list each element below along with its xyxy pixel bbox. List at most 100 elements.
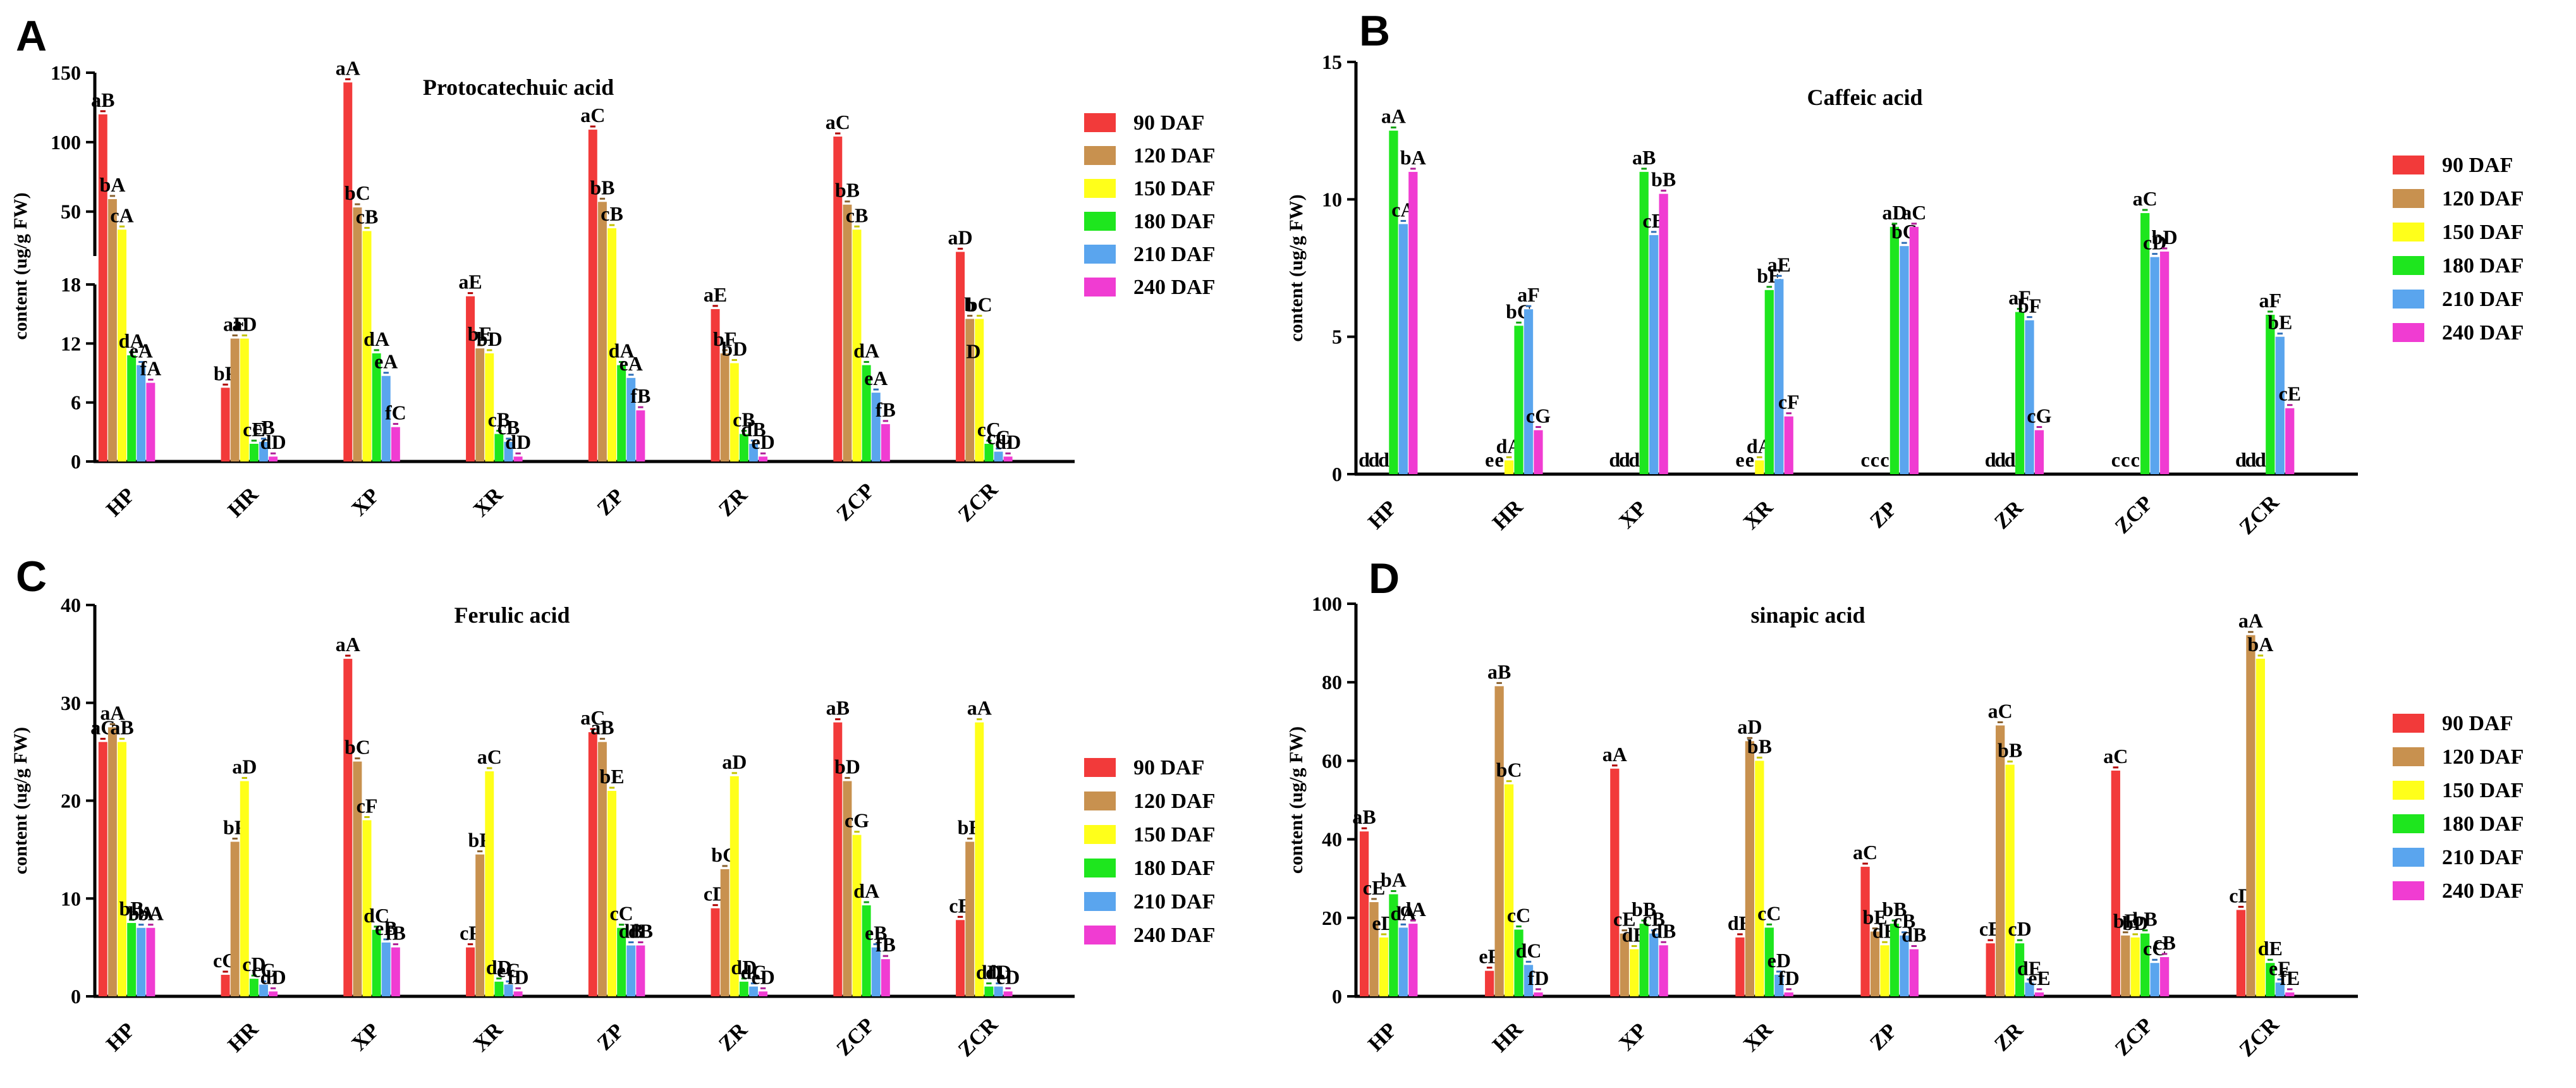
significance-label: aE <box>223 313 247 336</box>
legend-label: 240 DAF <box>1133 276 1215 299</box>
significance-label: aC <box>580 706 605 729</box>
significance-label: bD <box>721 337 747 360</box>
significance-label: bE <box>2113 910 2138 932</box>
x-tick-label: HR <box>1488 495 1528 535</box>
significance-label: bB <box>590 176 614 199</box>
bar <box>1784 992 1793 996</box>
significance-label: cB <box>488 408 511 431</box>
y-tick-label: 40 <box>61 594 81 616</box>
significance-label: dA <box>609 339 635 362</box>
bar <box>1900 935 1909 996</box>
significance-label: aD <box>1737 715 1762 738</box>
bar <box>391 427 400 461</box>
legend-label: 240 DAF <box>1133 924 1215 947</box>
significance-label: c <box>2131 448 2140 471</box>
bar <box>485 353 494 461</box>
significance-label: bE <box>468 322 492 345</box>
bar <box>2236 910 2246 996</box>
bar <box>1735 937 1745 996</box>
y-tick-label: 30 <box>61 692 81 714</box>
legend-swatch <box>1084 212 1116 231</box>
bar <box>843 204 852 461</box>
bar <box>636 945 645 996</box>
significance-label: cB <box>846 204 869 226</box>
x-tick-label: XR <box>1739 496 1778 534</box>
significance-label: cG <box>1526 404 1551 427</box>
significance-label: fB <box>630 384 650 407</box>
significance-label: bB <box>1747 735 1772 757</box>
significance-label: aC <box>2103 745 2128 767</box>
significance-label: d <box>1369 448 1380 471</box>
bar <box>1909 226 1919 474</box>
significance-label: cG <box>2027 404 2051 427</box>
y-tick-label: 20 <box>61 790 81 812</box>
x-tick-label: ZCR <box>2235 1013 2284 1061</box>
bar <box>626 377 636 461</box>
significance-label: bB <box>1651 168 1676 191</box>
legend-swatch <box>2393 814 2424 833</box>
significance-label: aD <box>232 755 257 778</box>
y-tick-label: 12 <box>61 332 81 355</box>
x-tick-label: ZCR <box>954 478 1003 527</box>
bar <box>2140 933 2150 996</box>
bar <box>230 338 240 461</box>
significance-label: c <box>1880 448 1889 471</box>
legend-swatch <box>1084 146 1116 165</box>
significance-label: d <box>1378 448 1389 471</box>
bar <box>588 130 597 462</box>
bar <box>1504 784 1514 996</box>
bar <box>626 945 636 996</box>
bar <box>372 353 381 461</box>
significance-label: aB <box>1632 146 1656 169</box>
significance-label: bC <box>345 181 370 204</box>
bar <box>475 348 485 461</box>
bar <box>881 959 890 996</box>
y-axis-label: content (ug/g FW) <box>1286 194 1307 341</box>
significance-label: aB <box>110 716 133 739</box>
bar <box>2266 314 2275 474</box>
significance-label: aA <box>1381 105 1406 128</box>
significance-label: bC <box>1496 759 1522 781</box>
bar <box>249 979 259 996</box>
significance-label: eE <box>2269 957 2292 979</box>
significance-label: e <box>1485 448 1494 471</box>
x-tick-label: ZP <box>1865 1019 1901 1055</box>
x-tick-label: ZCR <box>954 1013 1003 1061</box>
significance-label: eA <box>864 367 888 389</box>
legend-label: 180 DAF <box>2442 254 2524 278</box>
significance-label: dD <box>505 431 531 453</box>
bar <box>513 456 523 461</box>
x-tick-label: ZR <box>1990 496 2028 534</box>
bar <box>749 444 758 461</box>
bar <box>107 727 117 996</box>
bar <box>1755 761 1764 996</box>
bar <box>984 444 994 461</box>
bar <box>353 761 362 996</box>
bar <box>249 444 259 461</box>
significance-label: aD <box>1882 201 1907 224</box>
y-tick-label: 100 <box>51 131 81 154</box>
bar <box>127 355 137 461</box>
x-tick-label: HR <box>1488 1017 1528 1057</box>
bar <box>221 388 230 461</box>
significance-label: fD <box>1778 967 1800 989</box>
significance-label: aA <box>336 633 360 656</box>
significance-label: dA <box>363 327 389 350</box>
x-tick-label: XP <box>347 484 384 520</box>
significance-label: d <box>1994 448 2006 471</box>
significance-label: fC <box>385 401 406 424</box>
significance-label: e <box>1735 448 1744 471</box>
bar <box>994 986 1003 996</box>
bar <box>1534 992 1543 996</box>
significance-label: bA <box>2247 633 2273 656</box>
y-tick-label: 0 <box>1332 463 1342 486</box>
x-tick-label: XP <box>347 1018 384 1055</box>
significance-label: dD <box>976 961 1002 984</box>
significance-label: fA <box>140 357 161 380</box>
x-tick-label: XP <box>1615 1018 1651 1055</box>
bar <box>2256 658 2265 996</box>
bar <box>965 319 975 461</box>
significance-label: aE <box>704 283 727 306</box>
legend-swatch <box>2393 290 2424 309</box>
significance-label: d <box>1619 448 1630 471</box>
